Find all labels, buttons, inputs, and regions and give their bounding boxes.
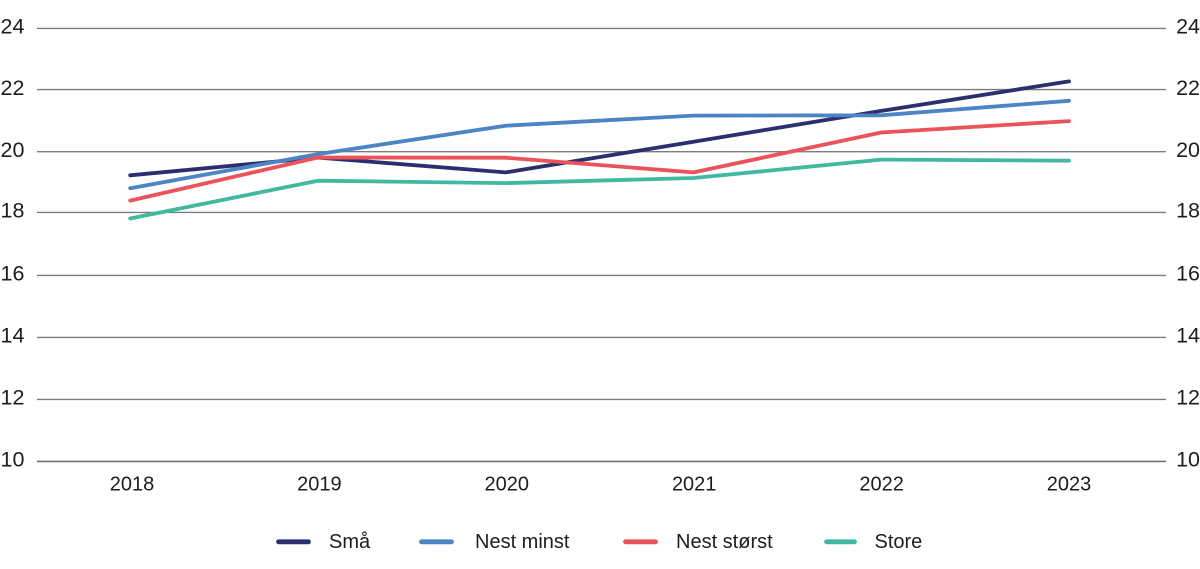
svg-text:18: 18 <box>1 199 25 223</box>
svg-text:18: 18 <box>1176 199 1200 223</box>
svg-text:2019: 2019 <box>297 473 342 495</box>
svg-text:2023: 2023 <box>1047 473 1092 495</box>
svg-text:Store: Store <box>875 531 923 553</box>
svg-text:20: 20 <box>1176 138 1200 162</box>
svg-text:16: 16 <box>1 262 25 286</box>
svg-text:2021: 2021 <box>672 473 717 495</box>
svg-text:22: 22 <box>1 76 25 100</box>
svg-text:10: 10 <box>1 448 25 472</box>
svg-text:24: 24 <box>1 15 25 39</box>
svg-text:2020: 2020 <box>485 473 530 495</box>
svg-text:12: 12 <box>1 386 25 410</box>
svg-text:Nest størst: Nest størst <box>676 531 773 553</box>
svg-text:24: 24 <box>1176 15 1200 39</box>
svg-text:16: 16 <box>1176 262 1200 286</box>
svg-text:10: 10 <box>1176 448 1200 472</box>
svg-text:12: 12 <box>1176 386 1200 410</box>
svg-text:2018: 2018 <box>110 473 155 495</box>
svg-text:2022: 2022 <box>859 473 904 495</box>
svg-text:Små: Små <box>329 531 371 553</box>
svg-text:22: 22 <box>1176 76 1200 100</box>
svg-text:14: 14 <box>1176 324 1200 348</box>
svg-text:14: 14 <box>1 324 25 348</box>
svg-text:20: 20 <box>1 138 25 162</box>
svg-text:Nest minst: Nest minst <box>475 531 570 553</box>
